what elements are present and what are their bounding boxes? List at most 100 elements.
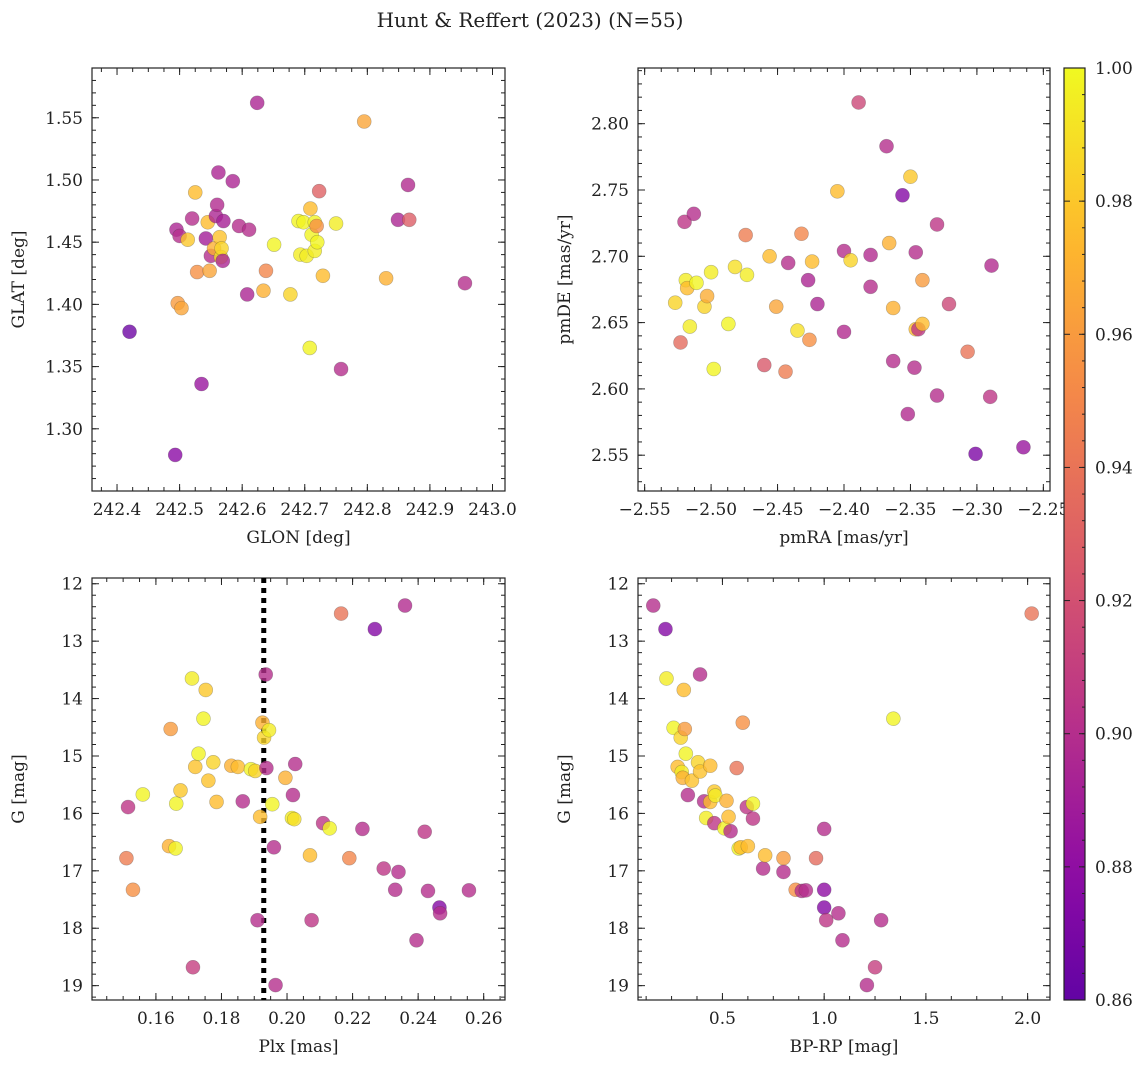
scatter-point bbox=[252, 809, 268, 825]
scatter-point bbox=[356, 114, 372, 129]
scatter-point bbox=[258, 667, 274, 682]
y-tick-label: 1.45 bbox=[45, 233, 83, 253]
scatter-point bbox=[285, 787, 301, 803]
x-tick-label: 0.5 bbox=[709, 1009, 736, 1029]
scatter-point bbox=[209, 197, 225, 213]
scatter-point bbox=[302, 848, 318, 863]
y-tick-label: 17 bbox=[61, 862, 83, 882]
scatter-point bbox=[1016, 439, 1031, 455]
scatter-point bbox=[721, 809, 736, 825]
scatter-point bbox=[885, 353, 901, 369]
points-layer bbox=[645, 598, 1039, 993]
scatter-point bbox=[836, 324, 852, 340]
scatter-point bbox=[903, 169, 918, 185]
scatter-point bbox=[311, 183, 327, 199]
scatter-point bbox=[309, 218, 324, 234]
axes-frame bbox=[637, 577, 1051, 1001]
y-tick-label: 2.70 bbox=[591, 247, 629, 267]
scatter-point bbox=[185, 959, 201, 975]
scatter-point bbox=[286, 811, 302, 827]
scatter-point bbox=[968, 446, 983, 462]
scatter-point bbox=[167, 447, 183, 463]
scatter-point bbox=[333, 361, 349, 377]
x-tick-label: 242.7 bbox=[280, 500, 329, 520]
scatter-point bbox=[908, 245, 924, 260]
scatter-point bbox=[798, 883, 814, 898]
scatter-point bbox=[309, 234, 325, 250]
x-tick-label: −2.35 bbox=[884, 500, 936, 520]
x-tick-label: 242.4 bbox=[93, 500, 142, 520]
scatter-point bbox=[249, 95, 265, 111]
scatter-point bbox=[645, 598, 661, 613]
scatter-point bbox=[676, 682, 692, 698]
scatter-point bbox=[879, 138, 894, 154]
scatter-point bbox=[740, 838, 756, 854]
panel-color-magnitude: 0.5 1.0 1.5 2.0 12 13 14 15 16 17 18 19 BP-RP [mag] G… bbox=[555, 575, 1051, 1057]
scatter-point bbox=[776, 864, 791, 880]
points-layer bbox=[667, 95, 1031, 462]
scatter-point bbox=[202, 263, 217, 279]
scatter-point bbox=[1024, 606, 1039, 621]
scatter-point bbox=[215, 253, 231, 269]
scatter-point bbox=[867, 959, 883, 975]
colorbar-frame bbox=[1063, 67, 1086, 1001]
scatter-point bbox=[201, 773, 216, 788]
scatter-point bbox=[122, 324, 137, 340]
scatter-point bbox=[735, 715, 751, 730]
scatter-point bbox=[457, 275, 473, 291]
scatter-point bbox=[851, 95, 866, 110]
scatter-point bbox=[886, 711, 901, 726]
x-tick-label: 242.5 bbox=[155, 500, 204, 520]
x-tick-label: 2.0 bbox=[1014, 1009, 1041, 1029]
y-tick-label: 14 bbox=[607, 690, 629, 710]
scatter-point bbox=[907, 360, 922, 375]
scatter-point bbox=[302, 340, 318, 356]
scatter-point bbox=[808, 850, 824, 866]
y-tick-label: 1.55 bbox=[45, 109, 83, 129]
scatter-point bbox=[184, 211, 200, 226]
scatter-point bbox=[835, 932, 850, 948]
scatter-point bbox=[287, 756, 303, 772]
x-tick-label: 0.24 bbox=[399, 1009, 437, 1029]
scatter-point bbox=[738, 227, 753, 243]
x-tick-label: 242.6 bbox=[218, 500, 267, 520]
scatter-point bbox=[180, 232, 196, 247]
scatter-point bbox=[780, 255, 796, 271]
y-tick-label: 18 bbox=[607, 919, 629, 939]
scatter-point bbox=[699, 288, 715, 304]
colorbar-tick-label: 0.88 bbox=[1095, 858, 1133, 878]
y-tick-label: 2.75 bbox=[591, 181, 629, 201]
scatter-point bbox=[315, 268, 331, 284]
x-tick-label: 242.8 bbox=[343, 500, 392, 520]
y-tick-label: 1.30 bbox=[45, 420, 83, 440]
y-tick-label: 2.60 bbox=[591, 380, 629, 400]
scatter-point bbox=[214, 241, 229, 256]
y-tick-label: 15 bbox=[607, 747, 629, 767]
colorbar-tick-label: 0.98 bbox=[1095, 192, 1133, 212]
x-axis-label: GLON [deg] bbox=[246, 528, 350, 548]
scatter-point bbox=[266, 839, 282, 855]
scatter-point bbox=[198, 682, 214, 698]
y-tick-label: 1.40 bbox=[45, 295, 83, 315]
scatter-point bbox=[818, 912, 834, 928]
scatter-point bbox=[328, 216, 344, 231]
x-tick-label: −2.40 bbox=[818, 500, 870, 520]
y-tick-label: 12 bbox=[607, 575, 629, 595]
scatter-point bbox=[187, 759, 203, 775]
scatter-point bbox=[719, 793, 734, 809]
scatter-point bbox=[677, 721, 693, 737]
scatter-point bbox=[863, 279, 878, 295]
y-tick-label: 1.35 bbox=[45, 358, 83, 378]
panel-plx-g: 0.16 0.18 0.20 0.22 0.24 0.26 12 13 14 15 16 17 18 19… bbox=[9, 575, 506, 1057]
scatter-point bbox=[209, 794, 224, 810]
scatter-point bbox=[387, 882, 403, 898]
panel-pmra-pmde: −2.55 −2.50 −2.45 −2.40 −2.35 −2.30 −2.25 2.55 2… bbox=[555, 67, 1069, 548]
scatter-point bbox=[322, 821, 337, 836]
scatter-point bbox=[800, 272, 816, 288]
y-tick-label: 18 bbox=[61, 919, 83, 939]
x-tick-label: 0.18 bbox=[203, 1009, 241, 1029]
figure-title: Hunt & Reffert (2023) (N=55) bbox=[377, 8, 684, 32]
scatter-point bbox=[400, 177, 416, 193]
x-tick-label: 0.16 bbox=[137, 1009, 175, 1029]
scatter-point bbox=[895, 187, 910, 203]
